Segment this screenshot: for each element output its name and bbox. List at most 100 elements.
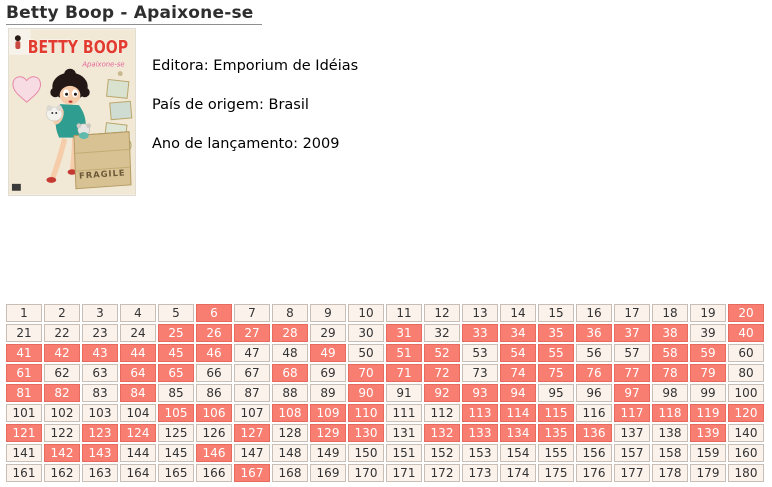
sticker-number-cell-9[interactable]: 9 <box>310 304 346 322</box>
sticker-number-cell-96[interactable]: 96 <box>576 384 612 402</box>
sticker-number-cell-20[interactable]: 20 <box>728 304 764 322</box>
sticker-number-cell-95[interactable]: 95 <box>538 384 574 402</box>
sticker-number-cell-55[interactable]: 55 <box>538 344 574 362</box>
sticker-number-cell-104[interactable]: 104 <box>120 404 156 422</box>
sticker-number-cell-180[interactable]: 180 <box>728 464 764 482</box>
sticker-number-cell-58[interactable]: 58 <box>652 344 688 362</box>
sticker-number-cell-101[interactable]: 101 <box>6 404 42 422</box>
sticker-number-cell-49[interactable]: 49 <box>310 344 346 362</box>
sticker-number-cell-103[interactable]: 103 <box>82 404 118 422</box>
sticker-number-cell-71[interactable]: 71 <box>386 364 422 382</box>
sticker-number-cell-82[interactable]: 82 <box>44 384 80 402</box>
sticker-number-cell-14[interactable]: 14 <box>500 304 536 322</box>
sticker-number-cell-85[interactable]: 85 <box>158 384 194 402</box>
sticker-number-cell-72[interactable]: 72 <box>424 364 460 382</box>
sticker-number-cell-45[interactable]: 45 <box>158 344 194 362</box>
sticker-number-cell-118[interactable]: 118 <box>652 404 688 422</box>
sticker-number-cell-84[interactable]: 84 <box>120 384 156 402</box>
sticker-number-cell-177[interactable]: 177 <box>614 464 650 482</box>
sticker-number-cell-141[interactable]: 141 <box>6 444 42 462</box>
sticker-number-cell-42[interactable]: 42 <box>44 344 80 362</box>
sticker-number-cell-60[interactable]: 60 <box>728 344 764 362</box>
sticker-number-cell-62[interactable]: 62 <box>44 364 80 382</box>
sticker-number-cell-33[interactable]: 33 <box>462 324 498 342</box>
sticker-number-cell-67[interactable]: 67 <box>234 364 270 382</box>
sticker-number-cell-28[interactable]: 28 <box>272 324 308 342</box>
sticker-number-cell-123[interactable]: 123 <box>82 424 118 442</box>
sticker-number-cell-15[interactable]: 15 <box>538 304 574 322</box>
sticker-number-cell-79[interactable]: 79 <box>690 364 726 382</box>
sticker-number-cell-144[interactable]: 144 <box>120 444 156 462</box>
sticker-number-cell-105[interactable]: 105 <box>158 404 194 422</box>
sticker-number-cell-149[interactable]: 149 <box>310 444 346 462</box>
sticker-number-cell-97[interactable]: 97 <box>614 384 650 402</box>
sticker-number-cell-175[interactable]: 175 <box>538 464 574 482</box>
sticker-number-cell-146[interactable]: 146 <box>196 444 232 462</box>
sticker-number-cell-68[interactable]: 68 <box>272 364 308 382</box>
sticker-number-cell-80[interactable]: 80 <box>728 364 764 382</box>
sticker-number-cell-168[interactable]: 168 <box>272 464 308 482</box>
sticker-number-cell-122[interactable]: 122 <box>44 424 80 442</box>
sticker-number-cell-145[interactable]: 145 <box>158 444 194 462</box>
sticker-number-cell-119[interactable]: 119 <box>690 404 726 422</box>
sticker-number-cell-63[interactable]: 63 <box>82 364 118 382</box>
sticker-number-cell-138[interactable]: 138 <box>652 424 688 442</box>
sticker-number-cell-173[interactable]: 173 <box>462 464 498 482</box>
sticker-number-cell-108[interactable]: 108 <box>272 404 308 422</box>
sticker-number-cell-37[interactable]: 37 <box>614 324 650 342</box>
sticker-number-cell-81[interactable]: 81 <box>6 384 42 402</box>
sticker-number-cell-125[interactable]: 125 <box>158 424 194 442</box>
sticker-number-cell-5[interactable]: 5 <box>158 304 194 322</box>
sticker-number-cell-3[interactable]: 3 <box>82 304 118 322</box>
sticker-number-cell-54[interactable]: 54 <box>500 344 536 362</box>
sticker-number-cell-129[interactable]: 129 <box>310 424 346 442</box>
sticker-number-cell-98[interactable]: 98 <box>652 384 688 402</box>
sticker-number-cell-93[interactable]: 93 <box>462 384 498 402</box>
sticker-number-cell-76[interactable]: 76 <box>576 364 612 382</box>
sticker-number-cell-83[interactable]: 83 <box>82 384 118 402</box>
sticker-number-cell-164[interactable]: 164 <box>120 464 156 482</box>
sticker-number-cell-38[interactable]: 38 <box>652 324 688 342</box>
sticker-number-cell-147[interactable]: 147 <box>234 444 270 462</box>
sticker-number-cell-35[interactable]: 35 <box>538 324 574 342</box>
sticker-number-cell-133[interactable]: 133 <box>462 424 498 442</box>
sticker-number-cell-121[interactable]: 121 <box>6 424 42 442</box>
sticker-number-cell-161[interactable]: 161 <box>6 464 42 482</box>
sticker-number-cell-1[interactable]: 1 <box>6 304 42 322</box>
sticker-number-cell-99[interactable]: 99 <box>690 384 726 402</box>
sticker-number-cell-74[interactable]: 74 <box>500 364 536 382</box>
sticker-number-cell-32[interactable]: 32 <box>424 324 460 342</box>
sticker-number-cell-134[interactable]: 134 <box>500 424 536 442</box>
sticker-number-cell-57[interactable]: 57 <box>614 344 650 362</box>
sticker-number-cell-75[interactable]: 75 <box>538 364 574 382</box>
sticker-number-cell-21[interactable]: 21 <box>6 324 42 342</box>
sticker-number-cell-171[interactable]: 171 <box>386 464 422 482</box>
sticker-number-cell-115[interactable]: 115 <box>538 404 574 422</box>
sticker-number-cell-40[interactable]: 40 <box>728 324 764 342</box>
sticker-number-cell-150[interactable]: 150 <box>348 444 384 462</box>
sticker-number-cell-158[interactable]: 158 <box>652 444 688 462</box>
sticker-number-cell-26[interactable]: 26 <box>196 324 232 342</box>
sticker-number-cell-18[interactable]: 18 <box>652 304 688 322</box>
sticker-number-cell-135[interactable]: 135 <box>538 424 574 442</box>
sticker-number-cell-90[interactable]: 90 <box>348 384 384 402</box>
sticker-number-cell-17[interactable]: 17 <box>614 304 650 322</box>
sticker-number-cell-137[interactable]: 137 <box>614 424 650 442</box>
sticker-number-cell-8[interactable]: 8 <box>272 304 308 322</box>
sticker-number-cell-11[interactable]: 11 <box>386 304 422 322</box>
sticker-number-cell-47[interactable]: 47 <box>234 344 270 362</box>
sticker-number-cell-4[interactable]: 4 <box>120 304 156 322</box>
sticker-number-cell-102[interactable]: 102 <box>44 404 80 422</box>
sticker-number-cell-162[interactable]: 162 <box>44 464 80 482</box>
sticker-number-cell-73[interactable]: 73 <box>462 364 498 382</box>
sticker-number-cell-64[interactable]: 64 <box>120 364 156 382</box>
sticker-number-cell-163[interactable]: 163 <box>82 464 118 482</box>
sticker-number-cell-136[interactable]: 136 <box>576 424 612 442</box>
sticker-number-cell-111[interactable]: 111 <box>386 404 422 422</box>
sticker-number-cell-36[interactable]: 36 <box>576 324 612 342</box>
sticker-number-cell-126[interactable]: 126 <box>196 424 232 442</box>
sticker-number-cell-27[interactable]: 27 <box>234 324 270 342</box>
sticker-number-cell-7[interactable]: 7 <box>234 304 270 322</box>
sticker-number-cell-116[interactable]: 116 <box>576 404 612 422</box>
sticker-number-cell-43[interactable]: 43 <box>82 344 118 362</box>
